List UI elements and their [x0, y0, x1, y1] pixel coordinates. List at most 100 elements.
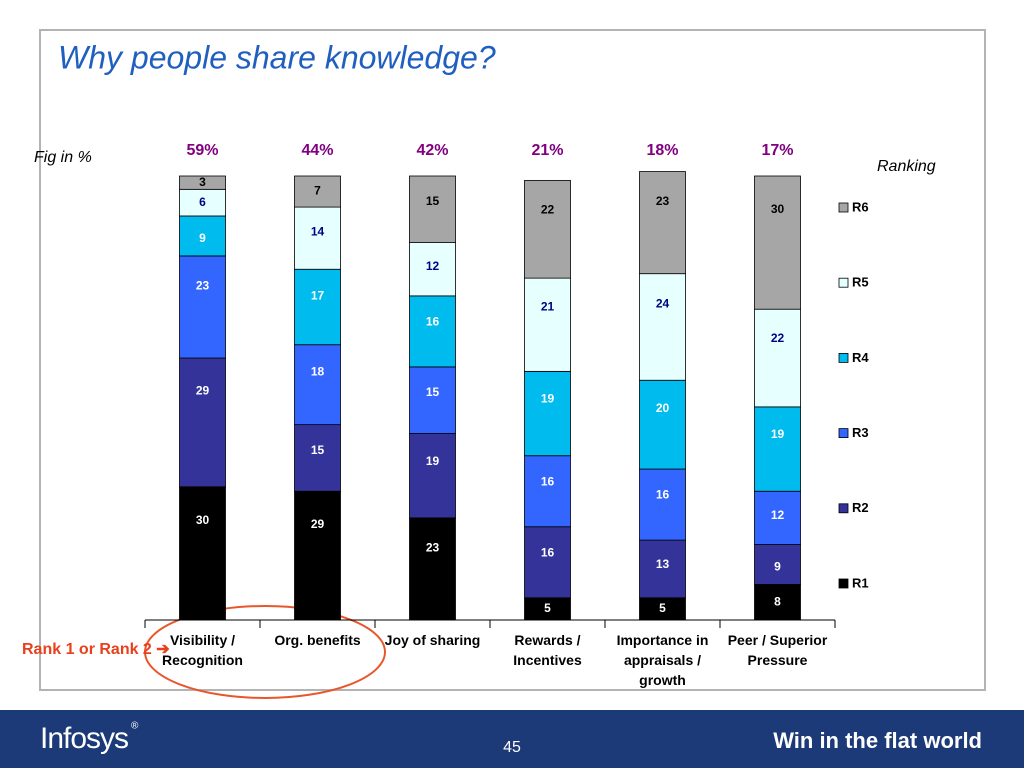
data-label: 5	[544, 601, 551, 615]
x-tick-label: Rewards / Incentives	[513, 632, 582, 668]
bar-segment	[409, 295, 456, 368]
bar-segment	[294, 490, 341, 621]
data-label: 22	[541, 202, 555, 216]
legend-swatch	[838, 428, 849, 439]
data-label: 15	[311, 443, 325, 457]
legend-label: R2	[852, 500, 869, 515]
data-label: 15	[426, 194, 440, 208]
bar-segment	[294, 206, 341, 270]
data-label: 30	[196, 513, 210, 527]
data-label: 12	[771, 508, 785, 522]
top-total: 59%	[186, 142, 218, 159]
top-total: 44%	[301, 142, 333, 159]
bar-segment	[754, 406, 801, 492]
data-label: 30	[771, 202, 785, 216]
bar-segment	[294, 344, 341, 426]
data-label: 22	[771, 331, 785, 345]
bar-segment	[754, 584, 801, 621]
legend-swatch	[838, 503, 849, 514]
bar-segment	[754, 175, 801, 310]
bar-segment	[754, 544, 801, 585]
legend-label: R3	[852, 425, 869, 440]
data-label: 5	[659, 601, 666, 615]
data-label: 23	[196, 278, 210, 292]
data-label: 16	[426, 315, 440, 329]
category-label-box: Joy of sharing	[384, 632, 481, 648]
x-tick-label: Importance in appraisals / growth	[616, 632, 709, 688]
tagline: Win in the flat world	[773, 728, 982, 753]
data-label: 19	[426, 454, 440, 468]
data-label: 18	[311, 364, 325, 378]
legend-swatch	[838, 578, 849, 589]
title: Why people share knowledge?	[58, 39, 496, 75]
data-label: 29	[311, 517, 325, 531]
category-label-box: Rewards / Incentives	[513, 632, 582, 668]
legend-swatch	[838, 352, 849, 363]
bar-segment	[294, 424, 341, 492]
page-number: 45	[503, 739, 521, 756]
data-label: 21	[541, 299, 555, 313]
bar-segment	[524, 526, 571, 599]
data-label: 12	[426, 259, 440, 273]
data-label: 17	[311, 288, 325, 302]
x-tick-label: Visibility / Recognition	[162, 632, 243, 668]
legend-label: R1	[852, 575, 869, 590]
category-label-box: Peer / Superior Pressure	[728, 632, 828, 668]
bar-segment	[409, 366, 456, 434]
bar-segment	[639, 273, 686, 381]
data-label: 24	[656, 297, 670, 311]
data-label: 23	[656, 194, 670, 208]
bar-segment	[179, 486, 226, 621]
x-tick-label: Joy of sharing	[384, 632, 481, 648]
bar-segment	[639, 379, 686, 470]
bar-segment	[524, 370, 571, 457]
data-label: 14	[311, 225, 325, 239]
bar-segment	[294, 175, 341, 208]
legend-label: R6	[852, 199, 869, 214]
category-label-box: Org. benefits	[274, 632, 361, 648]
category-label-box: Visibility / Recognition	[162, 632, 243, 668]
bar-segment	[524, 455, 571, 528]
bar-segment	[639, 468, 686, 541]
bar-segment	[179, 175, 226, 190]
bar-segment	[524, 180, 571, 279]
bar-segment	[639, 539, 686, 599]
bar-segment	[524, 277, 571, 372]
data-label: 15	[426, 385, 440, 399]
data-label: 20	[656, 401, 670, 415]
top-total: 42%	[416, 142, 448, 159]
unit-note: Fig in %	[34, 149, 92, 166]
x-tick-label: Org. benefits	[274, 632, 361, 648]
data-label: 29	[196, 384, 210, 398]
bar-segment	[179, 188, 226, 217]
category-label-box: Importance in appraisals / growth	[616, 632, 709, 688]
data-label: 13	[656, 557, 670, 571]
data-label: 7	[314, 184, 321, 198]
data-label: 3	[199, 175, 206, 189]
legend-swatch	[838, 277, 849, 288]
top-total: 21%	[531, 142, 563, 159]
bar-segment	[409, 242, 456, 297]
data-label: 19	[541, 392, 555, 406]
bar-segment	[639, 171, 686, 275]
data-label: 6	[199, 195, 206, 209]
bar-segment	[409, 175, 456, 243]
footer-logo-mark: ®	[131, 721, 139, 732]
bar-segment	[179, 215, 226, 257]
data-label: 23	[426, 540, 440, 554]
data-label: 16	[656, 488, 670, 502]
data-label: 16	[541, 474, 555, 488]
data-label: 16	[541, 545, 555, 559]
data-label: 9	[774, 559, 781, 573]
bar-segment	[409, 517, 456, 621]
legend-label: R5	[852, 275, 869, 290]
bar-segment	[409, 433, 456, 519]
bar-segment	[754, 490, 801, 545]
footer-band	[0, 710, 1024, 768]
footer-logo: Infosys	[40, 722, 128, 755]
data-label: 8	[774, 594, 781, 608]
data-label: 9	[199, 231, 206, 245]
bar-segment	[179, 357, 226, 488]
